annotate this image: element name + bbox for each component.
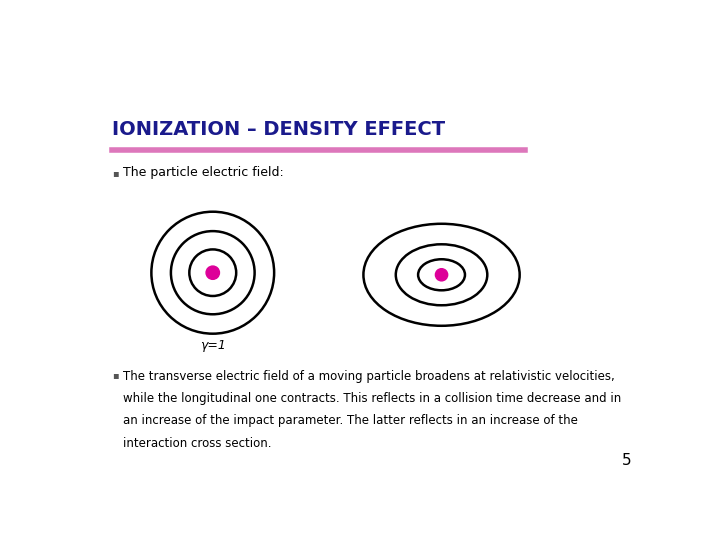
- Text: The transverse electric field of a moving particle broadens at relativistic velo: The transverse electric field of a movin…: [124, 370, 615, 383]
- Text: The particle electric field:: The particle electric field:: [124, 166, 284, 179]
- Text: IONIZATION – DENSITY EFFECT: IONIZATION – DENSITY EFFECT: [112, 120, 446, 139]
- Text: 5: 5: [621, 453, 631, 468]
- Ellipse shape: [436, 269, 448, 281]
- Text: an increase of the impact parameter. The latter reflects in an increase of the: an increase of the impact parameter. The…: [124, 415, 578, 428]
- Text: γ=1: γ=1: [200, 339, 225, 352]
- Text: while the longitudinal one contracts. This reflects in a collision time decrease: while the longitudinal one contracts. Th…: [124, 393, 622, 406]
- Text: interaction cross section.: interaction cross section.: [124, 436, 272, 449]
- Text: ▪: ▪: [112, 168, 119, 178]
- Text: ▪: ▪: [112, 370, 119, 380]
- Ellipse shape: [206, 266, 220, 279]
